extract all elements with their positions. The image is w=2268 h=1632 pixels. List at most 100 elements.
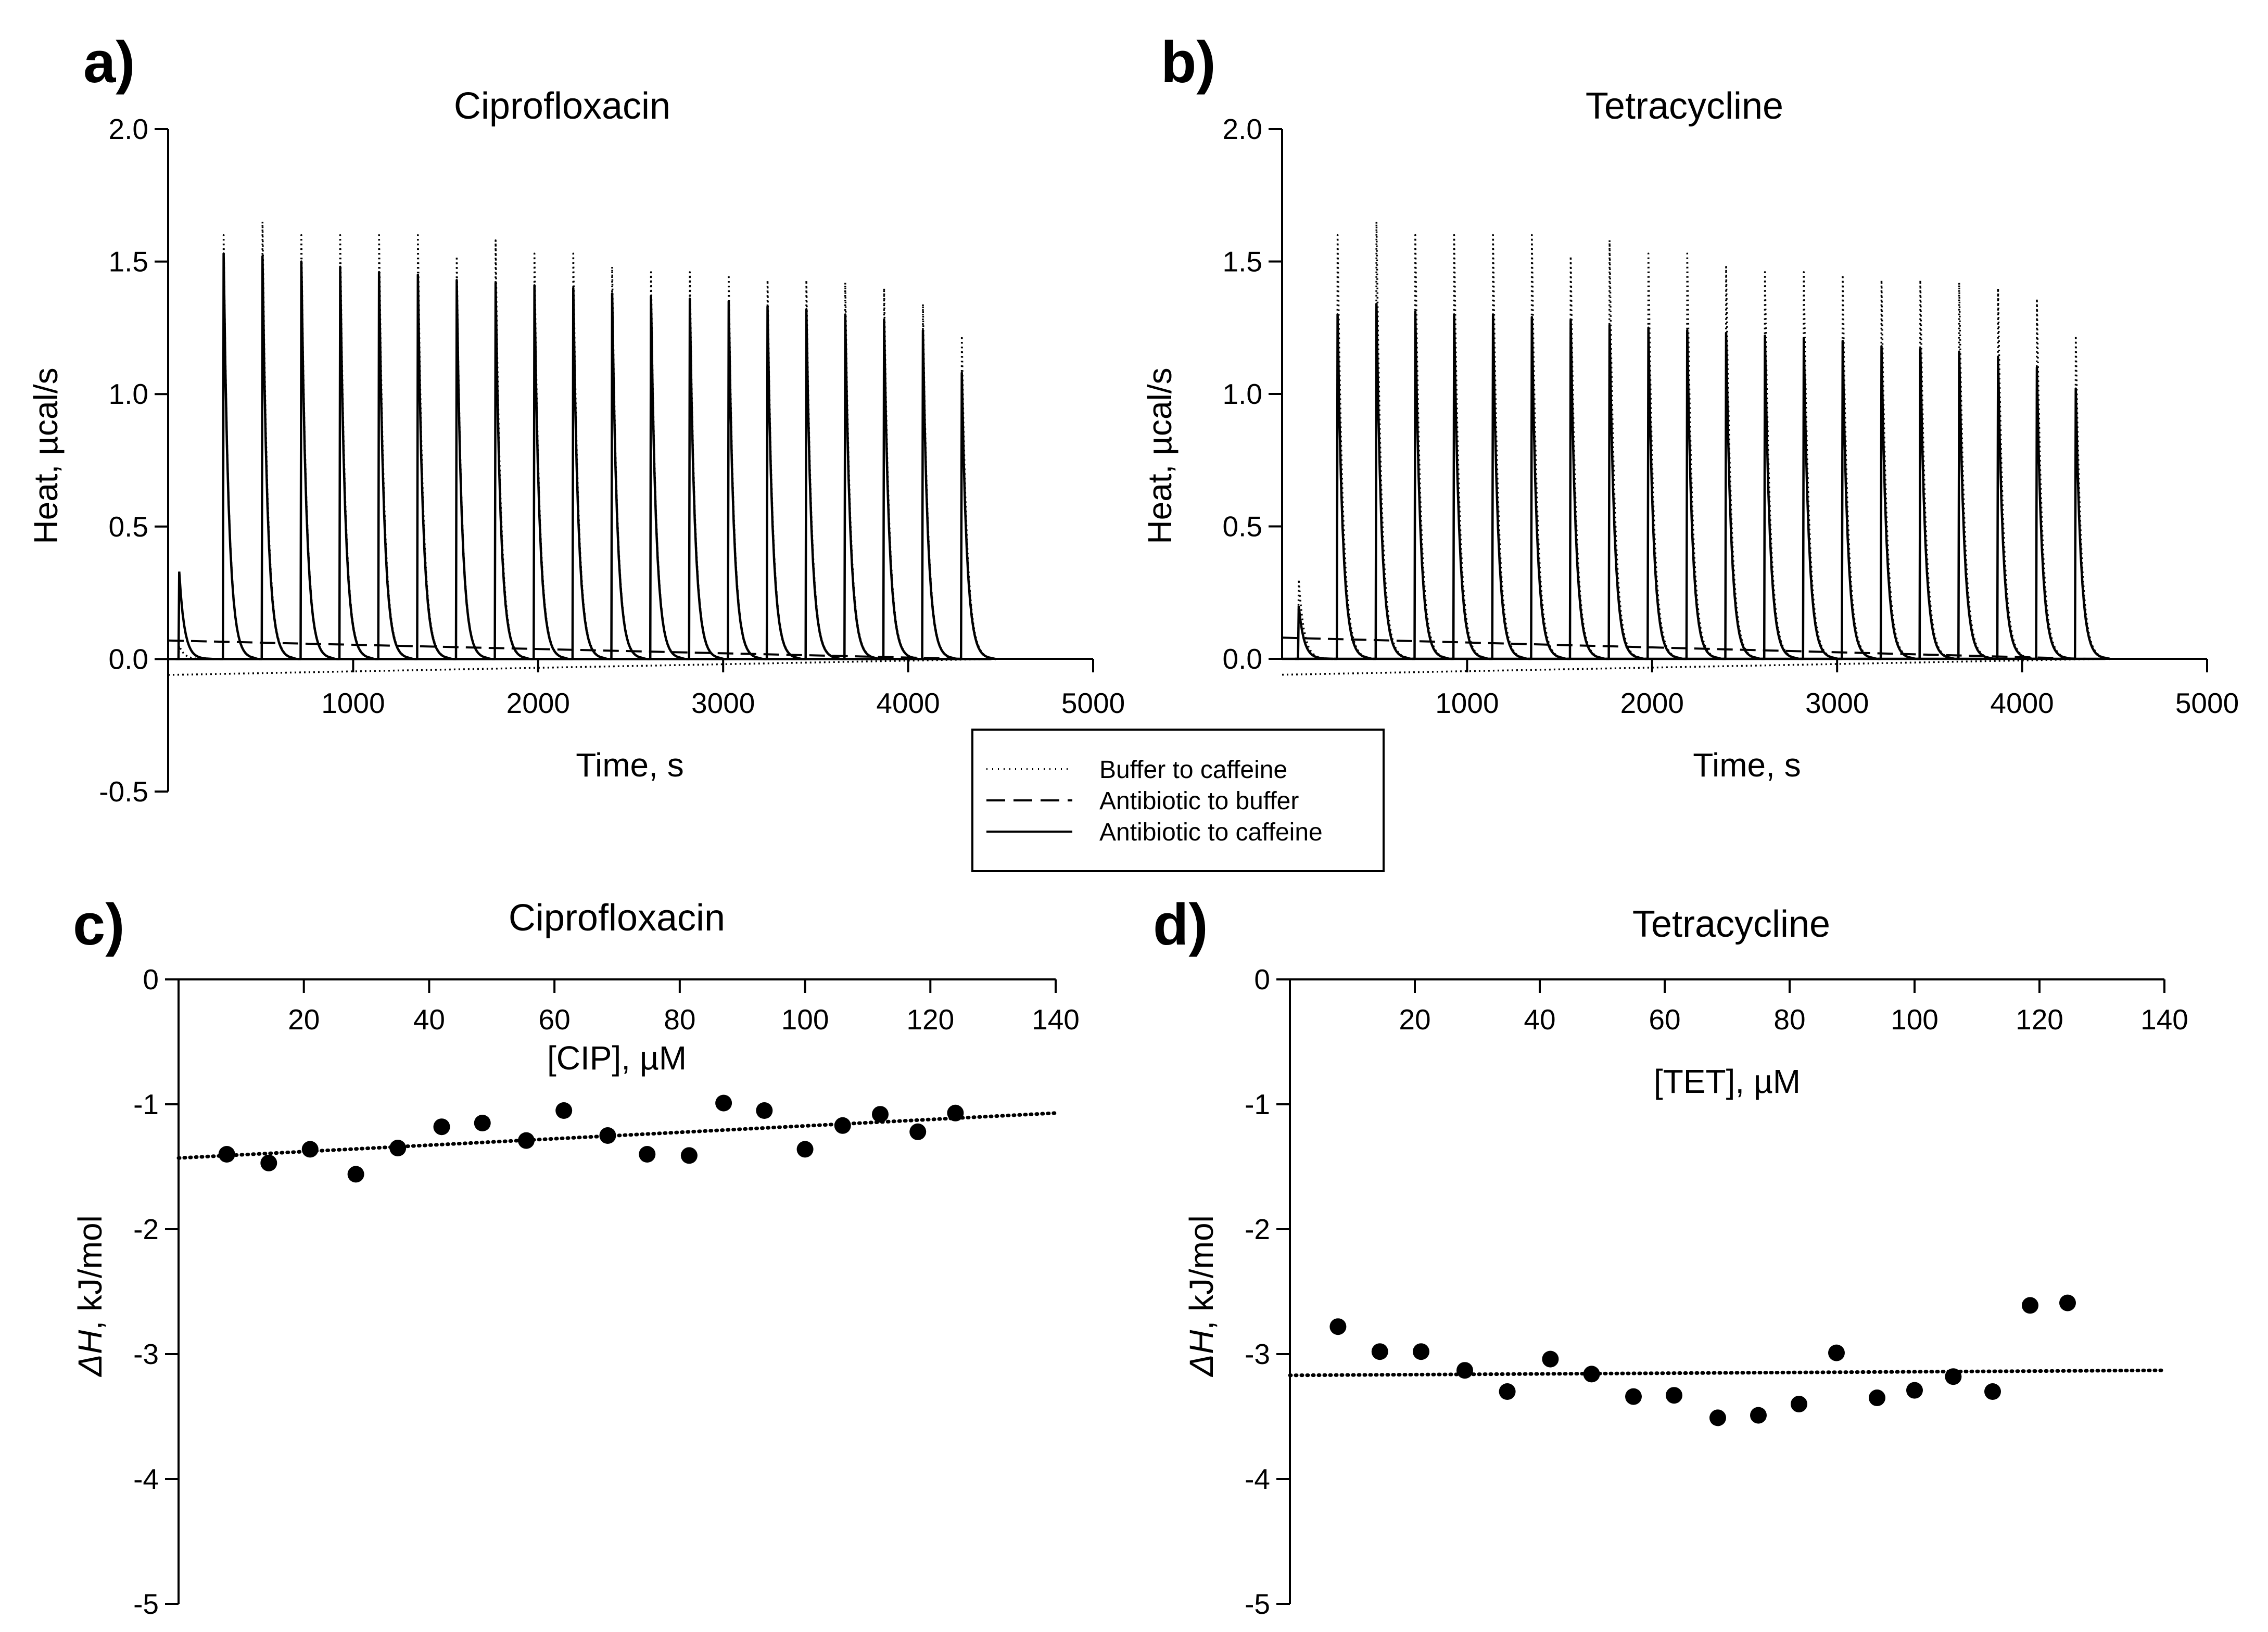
data-point	[680, 1147, 698, 1164]
panel-c-y-axis-label: ΔH, kJ/mol	[71, 1215, 109, 1378]
y-tick-label: -5	[133, 1588, 159, 1620]
panel-b-plot-area: 0.0 0.5 1.0 1.5 2.0 1000 2000 3000 4000 5000	[1223, 113, 2239, 719]
panel-b-heat-trace: b) Tetracycline 0.0 0.5 1.0 1.5 2.0 1000 2000 3…	[1141, 30, 2239, 784]
injection-peak	[1839, 339, 1878, 660]
injection-peak	[1955, 350, 1994, 660]
injection-peak	[530, 284, 569, 660]
y-tick-label: -4	[1245, 1463, 1270, 1495]
injection-peak	[453, 278, 491, 660]
injection-peak	[2033, 366, 2072, 660]
injection-peak	[841, 282, 880, 660]
data-point	[1371, 1343, 1388, 1360]
data-point	[389, 1140, 407, 1156]
injection-peak	[919, 303, 958, 660]
panel-c-y-axis-unit: , kJ/mol	[71, 1215, 109, 1330]
baseline-line	[168, 639, 973, 660]
injection-peak	[1917, 348, 1955, 660]
x-tick-label: 2000	[506, 687, 570, 719]
baseline-line	[168, 658, 992, 676]
y-tick-label: 1.5	[1223, 246, 1262, 278]
injection-peak	[1644, 326, 1683, 660]
y-tick-label: -3	[1245, 1338, 1270, 1370]
injection-peak	[1605, 324, 1644, 660]
injection-peak	[569, 287, 608, 660]
injection-peak	[1722, 332, 1761, 660]
y-tick-label: -1	[133, 1088, 159, 1120]
panel-letter-d: d)	[1153, 892, 1208, 957]
baseline-line	[1282, 658, 2106, 676]
x-tick-label: 5000	[1061, 687, 1125, 719]
x-tick-label: 80	[1773, 1003, 1805, 1036]
injection-peak	[1878, 345, 1916, 660]
y-tick-label: -5	[1245, 1588, 1270, 1620]
data-point	[872, 1106, 889, 1123]
x-tick-label: 4000	[1990, 687, 2054, 719]
panel-d-enthalpy-plot: d) Tetracycline 0 -1 -2 -3 -4 -5 20 40 60 80 100 12…	[1153, 892, 2188, 1620]
initial-peak	[175, 571, 214, 660]
injection-peak	[803, 279, 841, 660]
injection-peak	[958, 372, 996, 660]
injection-peak	[1567, 318, 1605, 660]
data-point	[2059, 1294, 2076, 1311]
data-point	[1750, 1407, 1767, 1424]
x-tick-label: 20	[288, 1003, 320, 1036]
data-point	[756, 1102, 773, 1119]
x-tick-label: 4000	[876, 687, 940, 719]
x-tick-label: 140	[1032, 1003, 1080, 1036]
data-point	[1945, 1368, 1962, 1385]
series-solid	[168, 252, 996, 660]
injection-peak	[725, 300, 764, 660]
x-tick-label: 1000	[1435, 687, 1499, 719]
injection-peak	[1994, 355, 2033, 660]
y-tick-label: 0	[1254, 963, 1270, 996]
y-tick-label: 0.5	[109, 511, 148, 543]
injection-peak	[725, 274, 764, 660]
data-point	[1828, 1344, 1845, 1361]
y-tick-label: 1.0	[1223, 378, 1262, 410]
panel-d-y-axis-symbol: ΔH	[1183, 1330, 1220, 1378]
x-tick-label: 100	[1891, 1003, 1938, 1036]
y-tick-label: 2.0	[1223, 113, 1262, 145]
x-tick-label: 5000	[2175, 687, 2239, 719]
injection-peak	[1800, 337, 1839, 660]
data-point	[218, 1146, 235, 1163]
injection-peak	[764, 279, 802, 660]
initial-peak	[175, 645, 214, 660]
injection-peak	[375, 234, 414, 660]
injection-peak	[220, 252, 259, 660]
data-point	[1906, 1382, 1923, 1399]
panel-c-y-axis-symbol: ΔH	[71, 1330, 109, 1378]
panel-d-y-axis-label: ΔH, kJ/mol	[1183, 1215, 1220, 1378]
injection-peak	[1489, 313, 1528, 660]
panel-letter-b: b)	[1161, 30, 1216, 95]
x-tick-label: 140	[2140, 1003, 2188, 1036]
data-point	[1499, 1383, 1516, 1400]
injection-peak	[336, 234, 375, 660]
y-tick-label: 1.5	[109, 246, 148, 278]
panel-a-x-axis-label: Time, s	[576, 746, 683, 784]
panel-a-plot-area: -0.5 0.0 0.5 1.0 1.5 2.0 1000 2000 3000 4000 5000	[99, 113, 1125, 808]
data-point	[347, 1166, 364, 1183]
data-point	[1984, 1383, 2001, 1400]
injection-peak	[647, 295, 686, 660]
data-point	[433, 1118, 450, 1136]
data-point	[517, 1132, 535, 1149]
y-tick-label: 0.5	[1223, 511, 1262, 543]
series-dashed	[168, 639, 973, 660]
data-point	[1666, 1387, 1682, 1404]
panel-b-y-axis-label: Heat, µcal/s	[1141, 367, 1179, 544]
injection-peak	[608, 292, 647, 660]
injection-peak	[1411, 310, 1450, 660]
data-point	[715, 1094, 732, 1112]
series-dotted	[168, 221, 996, 676]
panel-c-enthalpy-plot: c) Ciprofloxacin 0 -1 -2 -3 -4 -5 20 40 60 80 100 1…	[71, 892, 1080, 1620]
x-tick-label: 40	[1524, 1003, 1555, 1036]
legend-label-buffer-to-caffeine: Buffer to caffeine	[1099, 756, 1287, 784]
data-point	[260, 1154, 277, 1171]
injection-peak	[880, 318, 919, 660]
data-point	[639, 1146, 656, 1163]
injection-peak	[686, 297, 725, 660]
y-tick-label: -2	[1245, 1213, 1270, 1245]
x-tick-label: 80	[664, 1003, 695, 1036]
